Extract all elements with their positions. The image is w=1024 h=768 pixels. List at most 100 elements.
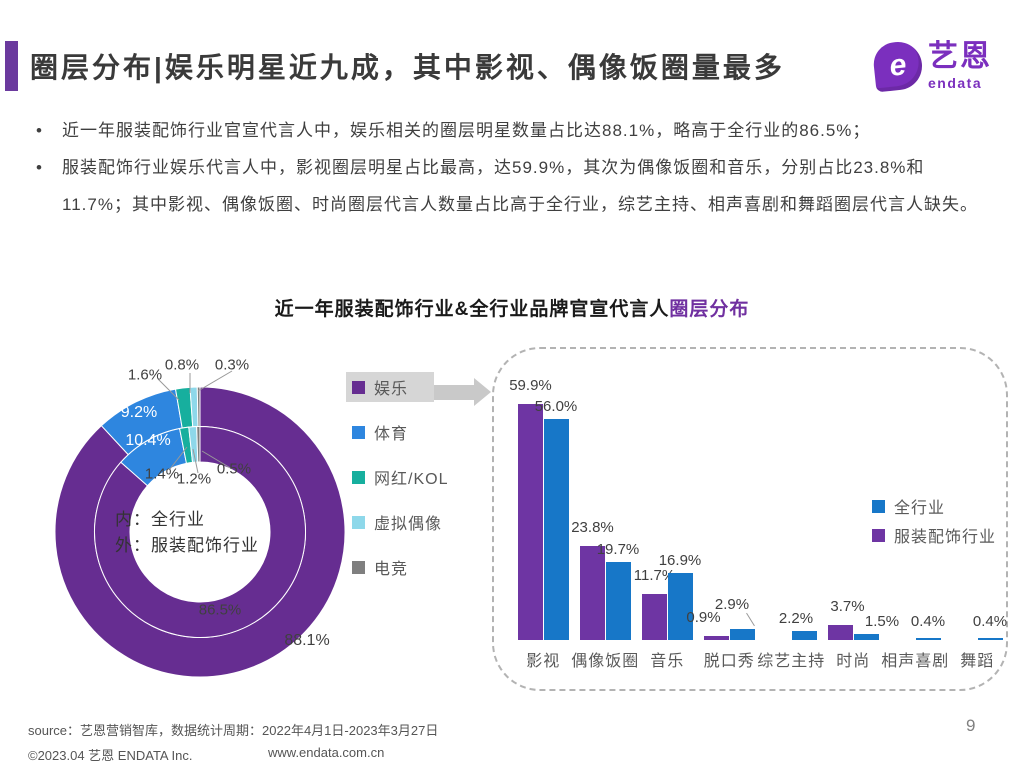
donut-value-label: 0.8% bbox=[164, 356, 200, 374]
bar-服装配饰行业-影视 bbox=[518, 403, 543, 640]
legend-label: 体育 bbox=[374, 426, 409, 443]
donut-legend-item-体育: 体育 bbox=[346, 417, 496, 447]
legend-connector-arrow bbox=[434, 378, 491, 406]
bar-legend-item-服装配饰行业: 服装配饰行业 bbox=[872, 524, 996, 546]
donut-chart: 88.1% 9.2% 1.6% 0.8% 0.3% 86.5% 10.4% 1.4% 1.2% 0… bbox=[40, 345, 360, 700]
chart-title-highlight: 圈层分布 bbox=[669, 299, 750, 320]
chart-title: 近一年服装配饰行业&全行业品牌官宣代言人圈层分布 bbox=[0, 294, 1024, 321]
bar-value-label: 19.7% bbox=[596, 541, 640, 559]
bar-category-label: 偶像饭圈 bbox=[571, 653, 640, 670]
donut-leader-line bbox=[169, 446, 188, 470]
legend-swatch bbox=[352, 425, 365, 439]
donut-center-line: 内：全行业 bbox=[115, 510, 205, 529]
bar-全行业-音乐 bbox=[667, 573, 693, 640]
endata-logo: e 艺恩 endata bbox=[871, 39, 992, 93]
legend-label: 虚拟偶像 bbox=[374, 516, 443, 533]
donut-legend: 娱乐体育网红/KOL 虚拟偶像电竞 bbox=[346, 372, 496, 597]
donut-value-label: 88.1% bbox=[284, 632, 330, 649]
bar-value-label: 3.7% bbox=[830, 598, 865, 616]
bar-全行业-舞蹈 bbox=[977, 638, 1003, 640]
bar-category-label: 时尚 bbox=[836, 653, 871, 670]
legend-label: 网红/KOL bbox=[374, 471, 449, 488]
donut-leader-line bbox=[157, 378, 180, 401]
endata-logo-text: 艺恩 endata bbox=[928, 40, 992, 91]
page-number: 9 bbox=[966, 716, 976, 735]
donut-leader-line bbox=[192, 448, 199, 474]
logo-subtitle: endata bbox=[928, 75, 983, 91]
bar-chart-legend: 全行业 服装配饰行业 bbox=[872, 495, 996, 553]
bar-value-label: 2.2% bbox=[778, 610, 814, 628]
bar-value-label: 0.4% bbox=[910, 613, 946, 630]
bar-服装配饰行业-脱口秀 bbox=[704, 636, 729, 640]
bar-服装配饰行业-时尚 bbox=[828, 625, 853, 640]
bar-全行业-时尚 bbox=[853, 634, 879, 640]
bar-category-label: 脱口秀 bbox=[703, 653, 755, 670]
bar-服装配饰行业-偶像饭圈 bbox=[580, 546, 605, 640]
bar-value-label: 11.7% bbox=[633, 566, 676, 584]
bar-value-label: 56.0% bbox=[534, 398, 578, 416]
bar-全行业-脱口秀 bbox=[729, 628, 755, 640]
bar-category-label: 音乐 bbox=[650, 653, 685, 670]
donut-value-label: 9.2% bbox=[120, 404, 158, 421]
donut-center-label: 内：全行业 外：服装配饰行业 bbox=[115, 507, 305, 559]
bar-全行业-偶像饭圈 bbox=[605, 562, 631, 640]
legend-label: 电竞 bbox=[374, 561, 409, 578]
bar-value-label: 0.9% bbox=[686, 609, 721, 627]
donut-value-label: 1.6% bbox=[127, 366, 163, 384]
donut-value-label: 0.3% bbox=[214, 356, 250, 374]
donut-value-label: 1.2% bbox=[176, 470, 212, 488]
donut-value-label: 86.5% bbox=[198, 601, 242, 619]
chart-title-main: 近一年服装配饰行业&全行业品牌官宣代言人 bbox=[274, 299, 670, 320]
bullet-item: 近一年服装配饰行业官宣代言人中，娱乐相关的圈层明星数量占比达88.1%，略高于全… bbox=[30, 112, 986, 149]
bar-category-label: 影视 bbox=[526, 653, 561, 670]
legend-swatch bbox=[352, 380, 365, 394]
donut-value-label: 0.5% bbox=[216, 460, 252, 478]
bar-value-label: 2.9% bbox=[714, 595, 750, 613]
donut-legend-item-电竞: 电竞 bbox=[346, 552, 496, 582]
legend-swatch bbox=[352, 470, 365, 484]
donut-value-label: 1.4% bbox=[144, 465, 180, 483]
donut-value-label: 10.4% bbox=[125, 432, 171, 449]
legend-swatch bbox=[872, 528, 885, 542]
bar-value-label: 1.5% bbox=[864, 613, 900, 631]
donut-leader-line bbox=[201, 450, 233, 470]
footer-website: www.endata.com.cn bbox=[268, 745, 385, 760]
donut-svg bbox=[54, 370, 346, 678]
bullet-item: 服装配饰行业娱乐代言人中，影视圈层明星占比最高，达59.9%，其次为偶像饭圈和音… bbox=[30, 149, 986, 223]
bar-全行业-综艺主持 bbox=[791, 631, 817, 640]
legend-swatch bbox=[352, 515, 365, 529]
legend-label: 娱乐 bbox=[374, 381, 409, 398]
legend-label: 服装配饰行业 bbox=[894, 529, 997, 546]
page-title: 圈层分布|娱乐明星近九成，其中影视、偶像饭圈量最多 bbox=[30, 52, 785, 83]
bar-chart-panel: 全行业服装配饰行业 59.9% 56.0% 影视 23.8% 19.7% 偶像饭圈 11.7… bbox=[492, 347, 1008, 691]
bar-服装配饰行业-音乐 bbox=[642, 593, 667, 640]
legend-swatch bbox=[352, 560, 365, 574]
donut-center-line: 外：服装配饰行业 bbox=[115, 536, 259, 555]
bar-leader-line bbox=[746, 612, 755, 627]
donut-slice-服装配饰行业-电竞 bbox=[196, 386, 201, 428]
legend-swatch bbox=[872, 499, 885, 513]
donut-slice-全行业-电竞 bbox=[196, 425, 201, 463]
bar-value-label: 16.9% bbox=[658, 552, 702, 570]
bar-category-label: 综艺主持 bbox=[757, 653, 826, 670]
logo-brand: 艺恩 bbox=[928, 40, 992, 73]
bar-category-label: 相声喜剧 bbox=[881, 653, 950, 670]
footer-copyright: ©2023.04 艺恩 ENDATA Inc. bbox=[28, 748, 193, 763]
donut-leader-line bbox=[197, 370, 233, 392]
donut-slice-全行业-娱乐 bbox=[94, 425, 306, 638]
bar-全行业-影视 bbox=[543, 419, 569, 640]
donut-legend-item-网红/KOL: 网红/KOL bbox=[346, 462, 496, 492]
bar-category-label: 舞蹈 bbox=[960, 653, 995, 670]
summary-bullets: 近一年服装配饰行业官宣代言人中，娱乐相关的圈层明星数量占比达88.1%，略高于全… bbox=[30, 112, 986, 223]
donut-legend-item-虚拟偶像: 虚拟偶像 bbox=[346, 507, 496, 537]
bar-全行业-相声喜剧 bbox=[915, 638, 941, 640]
bar-value-label: 0.4% bbox=[972, 613, 1008, 630]
footer-source: source：艺恩营销智库，数据统计周期：2022年4月1日-2023年3月27… bbox=[28, 723, 439, 738]
donut-legend-item-娱乐: 娱乐 bbox=[346, 372, 434, 402]
endata-logo-icon: e bbox=[871, 39, 925, 93]
bar-value-label: 59.9% bbox=[509, 376, 552, 394]
title-accent-bar bbox=[5, 41, 18, 91]
legend-label: 全行业 bbox=[894, 500, 946, 517]
bar-value-label: 23.8% bbox=[571, 519, 614, 537]
bar-legend-item-全行业: 全行业 bbox=[872, 495, 996, 517]
